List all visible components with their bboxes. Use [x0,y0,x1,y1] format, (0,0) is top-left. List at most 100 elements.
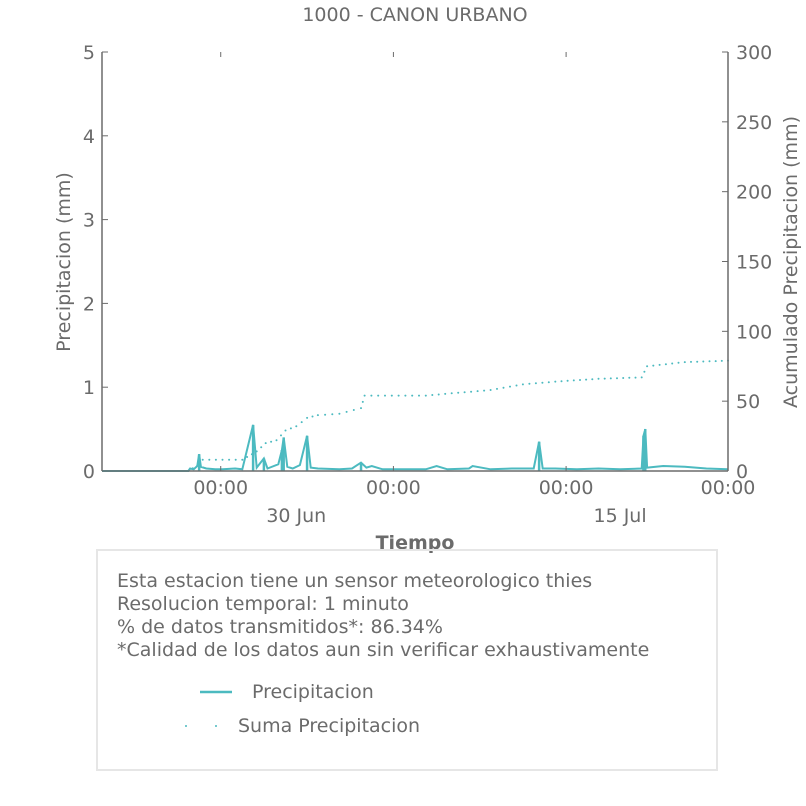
suma-precipitacion-point [431,394,434,396]
suma-precipitacion-point [566,379,569,382]
suma-precipitacion-point [284,429,287,432]
suma-precipitacion-point [345,410,348,413]
suma-precipitacion-point [255,450,258,453]
suma-precipitacion-point [228,458,231,461]
y2-tick-label: 0 [736,461,748,483]
y-tick-label: 5 [83,42,95,64]
legend-swatch-precipitacion [200,690,232,694]
y-axis-label: Precipitacion (mm) [53,172,75,352]
series-precipitacion-line [102,424,729,472]
suma-precipitacion-point [270,440,273,443]
suma-precipitacion-point [643,370,646,373]
suma-precipitacion-point [404,394,407,397]
suma-precipitacion-point [496,387,498,390]
suma-precipitacion-point [221,458,224,461]
plot-area [102,359,729,472]
suma-precipitacion-point [521,383,524,386]
suma-precipitacion-point [437,393,440,396]
suma-precipitacion-point [628,376,631,379]
suma-precipitacion-point [370,394,373,397]
suma-precipitacion-point [208,458,211,461]
suma-precipitacion-point [616,377,618,380]
suma-precipitacion-point [463,391,466,394]
suma-precipitacion-point [572,379,575,382]
suma-precipitacion-point [579,379,581,381]
suma-precipitacion-point [609,377,612,380]
info-line-sensor: Esta estacion tiene un sensor meteorolog… [117,570,593,592]
suma-precipitacion-point [280,434,282,437]
suma-precipitacion-point [640,376,643,379]
info-line-resolution: Resolucion temporal: 1 minuto [117,593,409,615]
chart-title: 1000 - CANON URBANO [302,4,527,26]
suma-precipitacion-point [696,360,699,363]
suma-precipitacion-point [234,458,237,461]
suma-precipitacion-point [560,380,563,383]
y-tick-label: 1 [83,377,95,399]
suma-precipitacion-point [306,416,309,419]
y2-tick-label: 50 [736,391,760,413]
info-box: Esta estacion tiene un sensor meteorolog… [96,549,718,771]
suma-precipitacion-point [196,464,199,467]
suma-precipitacion-point [554,380,557,383]
suma-precipitacion-point [515,384,518,387]
suma-precipitacion-point [201,458,204,461]
y-tick-label: 2 [83,293,95,315]
y2-axis-label: Acumulado Precipitacion (mm) [780,116,802,408]
suma-precipitacion-point [622,377,625,379]
suma-precipitacion-point [377,394,380,397]
x-date-label: 30 Jun [266,505,326,527]
suma-precipitacion-point [671,362,674,365]
y2-tick-label: 200 [736,182,772,204]
suma-precipitacion-point [250,453,253,456]
x-axis-label: Tiempo [376,532,455,554]
x-tick-label: 00:00 [366,477,421,499]
suma-precipitacion-point [646,365,649,368]
suma-precipitacion-point [444,392,447,395]
suma-precipitacion-point [683,361,686,364]
suma-precipitacion-point [324,413,327,416]
suma-precipitacion-point [352,409,355,411]
suma-precipitacion-point [260,446,263,449]
suma-precipitacion-point [418,394,420,397]
suma-precipitacion-point [397,394,400,397]
suma-precipitacion-point [603,377,606,380]
suma-precipitacion-point [424,394,427,397]
suma-precipitacion-point [264,442,267,445]
suma-precipitacion-point [652,364,655,367]
suma-precipitacion-point [246,456,249,458]
y2-tick-label: 100 [736,321,772,343]
suma-precipitacion-point [331,413,334,416]
suma-precipitacion-point [714,360,717,363]
suma-precipitacion-point [528,382,531,385]
suma-precipitacion-point [509,385,511,388]
y-tick-label: 0 [83,461,95,483]
x-date-label: 15 Jul [593,505,646,527]
suma-precipitacion-point [585,378,588,381]
x-tick-label: 00:00 [701,477,756,499]
suma-precipitacion-point [597,377,600,380]
suma-precipitacion-point [384,394,386,397]
suma-precipitacion-point [450,392,453,395]
suma-precipitacion-point [591,378,594,381]
suma-precipitacion-point [708,360,711,363]
legend-label-suma-precipitacion: Suma Precipitacion [238,715,421,737]
suma-precipitacion-point [361,400,364,403]
suma-precipitacion-point [658,363,661,366]
suma-precipitacion-point [300,421,303,424]
suma-precipitacion-point [634,376,637,379]
suma-precipitacion-point [275,439,278,442]
legend-label-precipitacion: Precipitacion [252,681,374,703]
x-tick-label: 00:00 [193,477,248,499]
info-line-quality: *Calidad de los datos aun sin verificar … [117,639,650,661]
x-tick-label: 00:00 [539,477,594,499]
suma-precipitacion-point [191,467,194,470]
suma-precipitacion-point [360,407,362,410]
suma-precipitacion-point [541,381,544,384]
suma-precipitacion-point [470,390,473,393]
suma-precipitacion-point [690,360,692,363]
info-line-transmitted: % de datos transmitidos*: 86.34% [117,616,443,638]
y-tick-label: 4 [83,126,95,148]
suma-precipitacion-point [476,390,479,393]
